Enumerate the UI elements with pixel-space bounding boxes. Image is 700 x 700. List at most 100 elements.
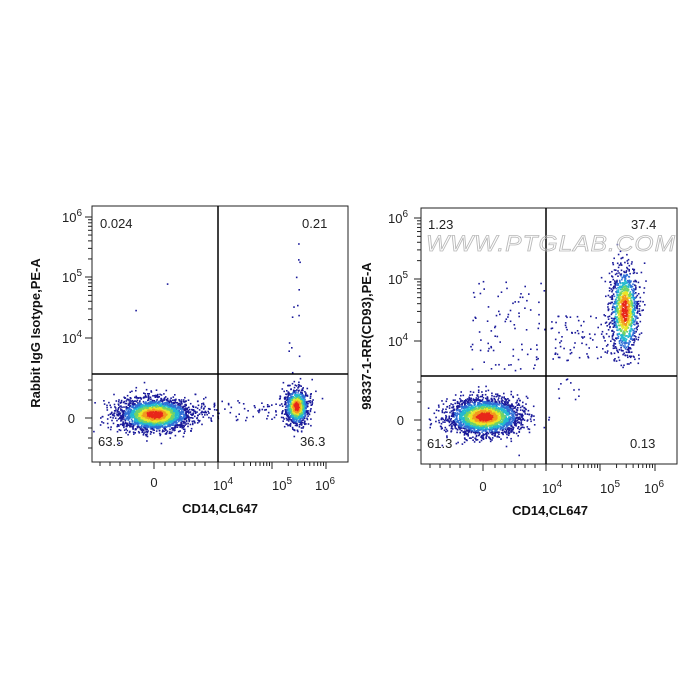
event-dot [294,411,296,414]
event-dot [298,259,300,261]
event-dot [499,423,501,425]
event-dot [303,401,305,404]
event-dot [146,402,148,405]
event-dot [122,415,125,417]
event-dot [475,434,478,437]
event-dot [304,395,307,397]
event-dot [306,418,309,421]
event-dot [167,407,169,410]
event-dot [132,428,134,430]
event-dot [151,414,153,416]
event-dot [459,413,462,416]
event-dot [446,398,448,400]
event-dot [147,420,149,423]
event-dot [197,419,199,421]
event-dot [117,403,120,405]
event-dot [227,403,230,406]
event-dot [476,404,479,407]
event-dot [180,421,182,424]
event-dot [201,403,203,405]
event-dot [117,424,120,426]
event-dot [306,401,308,404]
event-dot [103,403,106,405]
event-dot [169,399,172,401]
event-dot [267,411,270,414]
event-dot [477,407,479,409]
event-dot [122,423,124,425]
event-dot [292,411,294,413]
y-tick-label: 104 [62,329,82,346]
event-dot [131,409,133,412]
event-dot [155,425,158,428]
event-dot [258,411,260,414]
event-dot [442,408,444,410]
event-dot [464,432,466,435]
event-dot [429,423,432,426]
event-dot [116,414,119,417]
event-dot [504,421,506,423]
event-dot [156,405,158,407]
event-dot [490,431,492,434]
event-dot [438,421,441,424]
event-dot [302,419,305,421]
event-dot [307,423,310,425]
event-dot [138,432,141,434]
event-dot [106,418,109,420]
event-dot [125,402,128,405]
event-dot [210,420,213,422]
event-dot [153,394,156,397]
event-dot [305,407,307,410]
event-dot [292,418,295,420]
event-dot [129,408,131,410]
event-dot [185,420,188,423]
event-dot [284,408,287,411]
event-dot [156,399,158,401]
event-dot [289,384,291,387]
event-dot [297,304,299,307]
event-dot [130,408,132,411]
event-dot [454,414,457,417]
event-dot [125,405,127,408]
event-dot [299,415,302,418]
event-dot [476,399,479,401]
event-dot [298,355,301,358]
event-dot [129,399,131,402]
event-dot [533,415,535,417]
event-dot [499,428,502,431]
event-dot [174,406,176,409]
event-dot [130,424,133,426]
event-dot [165,422,168,424]
event-dot [183,425,185,427]
event-dot [194,410,196,413]
event-dot [129,425,131,428]
event-dot [299,400,302,402]
event-dot [288,413,291,416]
event-dot [437,410,440,412]
event-dot [282,416,285,419]
event-dot [164,407,166,409]
event-dot [158,400,160,403]
y-tick-label: 0 [68,411,75,426]
event-dot [470,425,473,427]
y-axis-title: Rabbit IgG Isotype,PE-A [28,258,43,408]
event-dot [150,424,153,426]
event-dot [450,410,453,412]
event-dot [298,289,300,291]
event-dot [147,414,150,417]
event-dot [164,403,167,406]
event-dot [139,407,142,409]
event-dot [177,417,179,419]
event-dot [463,431,465,434]
event-dot [449,419,452,421]
event-dot [202,416,205,418]
event-dot [182,426,184,429]
event-dot [304,398,306,401]
event-dot [177,411,180,414]
event-dot [126,412,129,415]
event-dot [525,403,527,405]
event-dot [166,430,169,433]
event-dot [129,411,132,413]
event-dot [445,408,447,411]
event-dot [293,400,296,403]
event-dot [121,416,123,419]
